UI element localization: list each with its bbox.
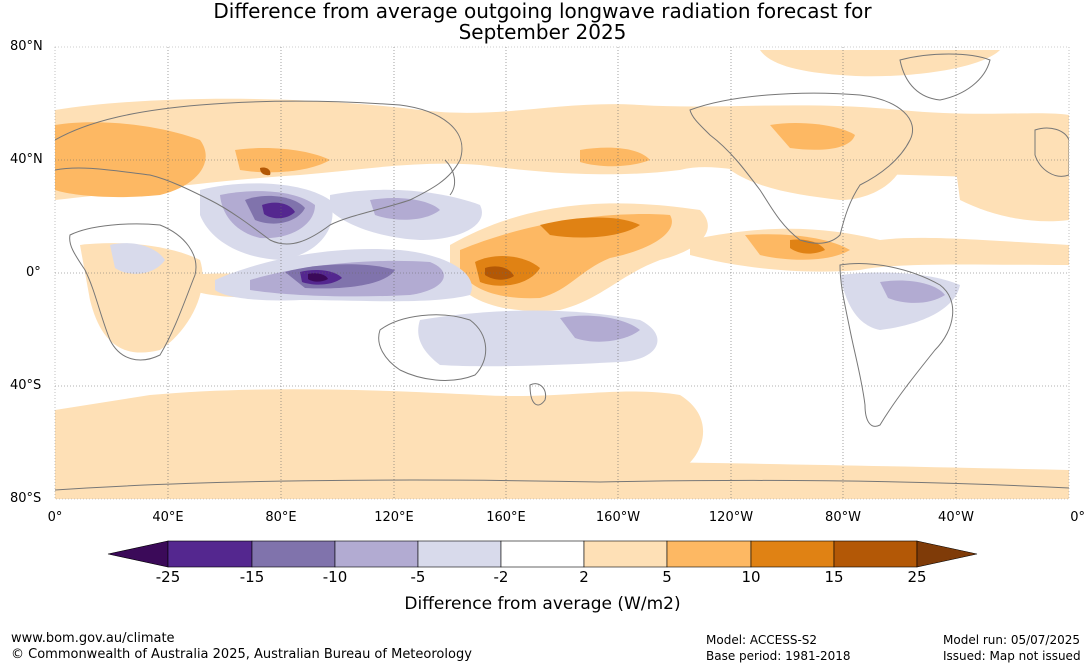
- coastline-north-america: [689, 92, 913, 244]
- lon-label-80w: 80°W: [825, 510, 861, 525]
- colorbar-tick: -2: [493, 568, 509, 586]
- lon-label-40e: 40°E: [152, 510, 184, 525]
- anomaly-region-north-america-medium-orange: [770, 123, 855, 150]
- coastline-europe-west: [1034, 127, 1069, 177]
- anomaly-region-africa-lavender: [110, 243, 165, 274]
- footer-base-period: Base period: 1981-2018: [706, 649, 851, 663]
- coastline-south-america: [839, 263, 954, 427]
- anomaly-region-asia-medium-orange: [235, 148, 330, 173]
- anomaly-region-asia-darkest-orange: [260, 167, 271, 176]
- coastline-australia: [378, 314, 487, 381]
- colorbar-swatch-7: [666, 540, 752, 568]
- colorbar-tick: 2: [579, 568, 589, 586]
- colorbar-extend-low: [107, 540, 169, 568]
- colorbar-tick: -15: [239, 568, 265, 586]
- colorbar-tick: -5: [410, 568, 426, 586]
- coastline-africa: [69, 223, 197, 361]
- map-title-line2: September 2025: [458, 20, 627, 44]
- colorbar-tick: 10: [741, 568, 761, 586]
- colorbar-swatch-2: [251, 540, 336, 568]
- colorbar: [107, 540, 978, 568]
- anomaly-region-china-light-purple: [370, 198, 440, 220]
- anomaly-region-pacific-east-dark-orange: [540, 217, 640, 238]
- footer-issued: Issued: Map not issued: [943, 649, 1081, 663]
- colorbar-swatch-9: [833, 540, 918, 568]
- colorbar-swatch-3: [334, 540, 419, 568]
- coastline-greenland: [899, 53, 991, 101]
- footer-copyright: © Commonwealth of Australia 2025, Austra…: [11, 647, 472, 662]
- coastline-japan: [444, 159, 456, 196]
- anomaly-region-africa-orange: [80, 243, 203, 353]
- anomaly-region-central-america-dark-orange: [790, 239, 825, 254]
- anomaly-region-west-pacific-orange: [720, 114, 906, 200]
- colorbar-swatch-6: [583, 540, 668, 568]
- colorbar-tick: -25: [155, 568, 181, 586]
- anomaly-region-pacific-light-purple: [560, 315, 640, 342]
- colorbar-swatch-1: [167, 540, 253, 568]
- footer-url[interactable]: www.bom.gov.au/climate: [11, 631, 175, 646]
- map-frame: [54, 46, 1070, 500]
- lon-label-0-right: 0°: [1070, 510, 1085, 525]
- colorbar-tick: -10: [322, 568, 348, 586]
- coastlines: [55, 53, 1069, 491]
- anomaly-region-india-dark-purple: [262, 202, 295, 219]
- lat-label-40s: 40°S: [10, 378, 42, 393]
- anomaly-region-indonesia-darkest-purple: [308, 273, 328, 282]
- lon-label-40w: 40°W: [938, 510, 974, 525]
- anomaly-region-arctic-orange: [760, 50, 1000, 77]
- lon-label-0: 0°: [47, 510, 63, 525]
- lat-label-80n: 80°N: [10, 39, 43, 54]
- lat-label-80s: 80°S: [10, 491, 42, 506]
- lon-label-160w: 160°W: [595, 510, 641, 525]
- graticule: [55, 47, 1069, 499]
- lat-label-40n: 40°N: [10, 152, 43, 167]
- colorbar-swatch-8: [750, 540, 835, 568]
- lon-label-120w: 120°W: [708, 510, 754, 525]
- colorbar-swatch-4: [417, 540, 502, 568]
- lat-label-0: 0°: [26, 265, 41, 280]
- colorbar-tick: 15: [824, 568, 844, 586]
- anomaly-region-antarctic-orange: [55, 459, 1069, 499]
- colorbar-extend-high: [916, 540, 978, 568]
- lon-label-80e: 80°E: [265, 510, 297, 525]
- colorbar-tick: 25: [907, 568, 927, 586]
- colorbar-swatch-5: [500, 540, 585, 568]
- lon-label-160e: 160°E: [486, 510, 526, 525]
- colorbar-title: Difference from average (W/m2): [404, 594, 681, 614]
- anomaly-region-atlantic-orange: [950, 121, 1069, 222]
- coastline-new-zealand: [529, 383, 547, 406]
- lon-label-120e: 120°E: [374, 510, 414, 525]
- anomaly-region-brazil-light-purple: [880, 280, 945, 303]
- footer-model: Model: ACCESS-S2: [706, 633, 818, 647]
- map-title-line1: Difference from average outgoing longwav…: [213, 0, 872, 23]
- coastline-antarctica: [55, 479, 1069, 491]
- colorbar-tick: 5: [662, 568, 672, 586]
- anomaly-region-pacific-band-medium-orange: [580, 147, 650, 167]
- footer-model-run: Model run: 05/07/2025: [943, 633, 1081, 647]
- coastline-eurasia: [55, 100, 463, 245]
- anomaly-region-s-hemisphere-orange: [55, 389, 704, 480]
